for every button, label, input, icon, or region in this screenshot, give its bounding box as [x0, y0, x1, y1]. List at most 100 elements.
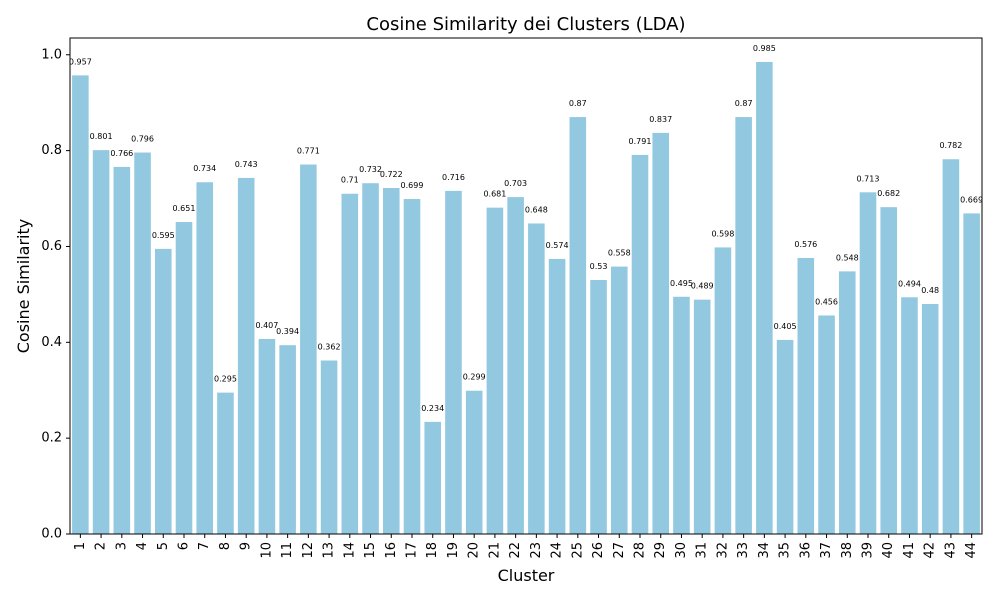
bar-cluster-29: [652, 132, 670, 534]
data-label-cluster-16: 0.722: [380, 170, 403, 179]
data-label-cluster-3: 0.766: [110, 149, 133, 158]
data-label-cluster-37: 0.456: [815, 297, 838, 306]
x-tick-label: 10: [259, 542, 274, 559]
bar-cluster-1: [72, 75, 89, 535]
y-axis-label: Cosine Similarity: [14, 219, 33, 353]
bar-cluster-38: [838, 271, 856, 534]
data-label-cluster-8: 0.295: [214, 375, 237, 384]
data-label-cluster-24: 0.574: [546, 241, 569, 250]
y-tick-label: 0.2: [41, 431, 62, 446]
bar-cluster-39: [859, 192, 877, 535]
bar-cluster-21: [486, 207, 504, 535]
data-label-cluster-35: 0.405: [774, 322, 797, 331]
x-tick-label: 16: [384, 542, 399, 559]
data-label-cluster-28: 0.791: [629, 137, 652, 146]
x-tick-label: 30: [674, 542, 689, 559]
x-tick-label: 23: [529, 542, 544, 559]
bar-cluster-22: [507, 197, 524, 534]
bar-cluster-10: [258, 338, 276, 534]
bar-cluster-9: [237, 177, 255, 534]
data-label-cluster-23: 0.648: [525, 205, 548, 214]
data-label-cluster-26: 0.53: [590, 262, 608, 271]
x-tick-label: 17: [405, 542, 420, 559]
x-tick-label: 26: [591, 542, 606, 559]
bar-cluster-35: [776, 339, 794, 534]
bar-cluster-30: [673, 296, 690, 534]
data-label-cluster-25: 0.87: [569, 99, 587, 108]
bar-cluster-37: [818, 315, 835, 534]
bar-cluster-8: [217, 392, 234, 534]
data-label-cluster-17: 0.699: [401, 181, 424, 190]
bar-cluster-5: [154, 248, 172, 534]
x-tick-label: 14: [342, 542, 357, 559]
data-label-cluster-4: 0.796: [131, 135, 154, 144]
bar-cluster-14: [341, 193, 359, 535]
data-label-cluster-41: 0.494: [898, 279, 921, 288]
data-label-cluster-31: 0.489: [691, 282, 714, 291]
y-tick-label: 0.8: [41, 143, 62, 158]
data-label-cluster-40: 0.682: [877, 189, 900, 198]
x-tick-label: 24: [550, 542, 565, 559]
x-tick-label: 29: [653, 542, 668, 559]
x-tick-label: 21: [487, 542, 502, 559]
x-tick-label: 41: [902, 542, 917, 559]
data-label-cluster-1: 0.957: [69, 57, 92, 66]
data-label-cluster-39: 0.713: [857, 174, 880, 183]
x-tick-label: 35: [778, 542, 793, 559]
x-tick-label: 19: [446, 542, 461, 559]
x-tick-label: 39: [861, 542, 876, 559]
x-tick-label: 12: [301, 542, 316, 559]
bar-cluster-15: [362, 183, 379, 534]
bar-cluster-34: [756, 61, 773, 534]
x-tick-label: 5: [156, 542, 171, 550]
data-label-cluster-36: 0.576: [794, 240, 817, 249]
y-axis: 0.0 0.2 0.4 0.6 0.8 1.0: [41, 47, 70, 542]
x-tick-label: 34: [757, 542, 772, 559]
bar-cluster-4: [134, 152, 151, 534]
data-label-cluster-6: 0.651: [173, 204, 196, 213]
x-tick-label: 28: [633, 542, 648, 559]
x-tick-label: 9: [239, 542, 254, 550]
x-tick-label: 8: [218, 542, 233, 550]
y-tick-label: 0.0: [41, 527, 62, 542]
x-tick-label: 22: [508, 542, 523, 559]
x-tick-label: 15: [363, 542, 378, 559]
bar-cluster-28: [631, 154, 649, 534]
x-tick-label: 37: [819, 542, 834, 559]
data-label-cluster-12: 0.771: [297, 147, 320, 156]
data-label-cluster-20: 0.299: [463, 373, 486, 382]
data-label-cluster-22: 0.703: [504, 179, 527, 188]
data-label-cluster-19: 0.716: [442, 173, 465, 182]
bar-cluster-18: [424, 421, 442, 534]
x-tick-label: 44: [964, 542, 979, 559]
bar-cluster-20: [465, 390, 483, 534]
bar-cluster-2: [92, 150, 110, 534]
x-tick-label: 20: [467, 542, 482, 559]
data-label-cluster-13: 0.362: [318, 343, 341, 352]
x-tick-label: 25: [570, 542, 585, 559]
data-label-cluster-5: 0.595: [152, 231, 175, 240]
bar-cluster-13: [320, 360, 338, 534]
x-tick-label: 32: [715, 542, 730, 559]
x-tick-label: 4: [135, 542, 150, 550]
x-axis: 1 2 3 4 5 6 7 8 9 10 11 12 13 14 15 16 17 18 19 20 21 22 23 24 2…: [73, 534, 979, 559]
data-label-cluster-2: 0.801: [90, 132, 113, 141]
x-tick-label: 13: [322, 542, 337, 559]
data-label-cluster-21: 0.681: [483, 190, 506, 199]
x-tick-label: 2: [94, 542, 109, 550]
plot-frame: [69, 37, 983, 535]
x-tick-label: 38: [840, 542, 855, 559]
bar-cluster-33: [735, 117, 752, 535]
data-label-cluster-32: 0.598: [711, 229, 734, 238]
x-tick-label: 33: [736, 542, 751, 559]
data-label-cluster-10: 0.407: [255, 321, 278, 330]
bar-cluster-19: [445, 190, 462, 535]
x-tick-label: 3: [114, 542, 129, 550]
bar-cluster-12: [300, 164, 317, 535]
bar-cluster-6: [175, 222, 193, 534]
bar-cluster-3: [113, 166, 131, 534]
data-label-cluster-44: 0.669: [960, 195, 983, 204]
y-tick-label: 0.4: [41, 335, 62, 350]
x-tick-label: 11: [280, 542, 295, 559]
